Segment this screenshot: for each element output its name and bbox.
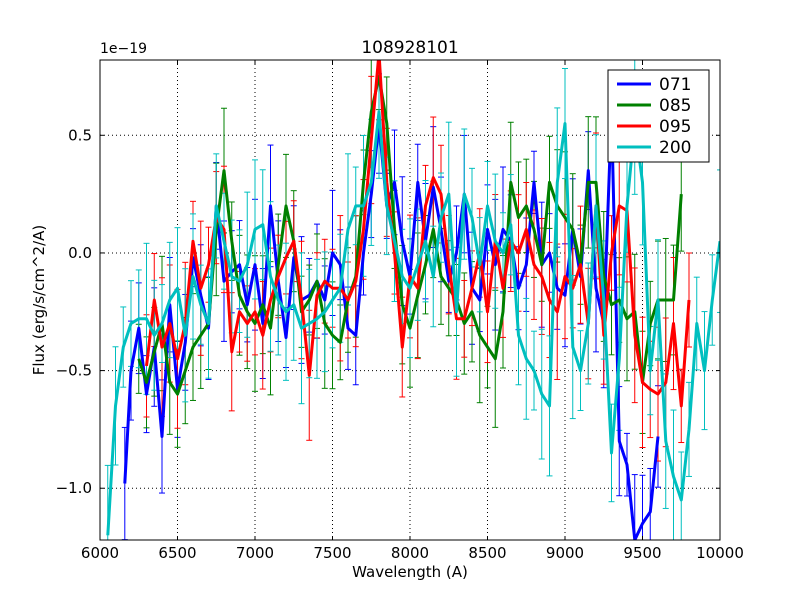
y-axis-label: Flux (erg/s/cm^2/A) bbox=[30, 225, 48, 376]
x-tick-label: 6500 bbox=[158, 544, 196, 562]
legend-label-085: 085 bbox=[659, 96, 691, 116]
series-line-200 bbox=[106, 110, 720, 536]
x-tick-label: 8000 bbox=[391, 544, 429, 562]
x-tick-label: 9000 bbox=[546, 544, 584, 562]
y-tick-label: 0.0 bbox=[68, 244, 92, 262]
series-line-085 bbox=[137, 75, 683, 396]
y-tick-label: 0.5 bbox=[68, 126, 92, 144]
x-tick-label: 9500 bbox=[623, 544, 661, 562]
axis-ticks: 6000 6500 7000 7500 8000 8500 9000 9500 10000 −1.… bbox=[56, 60, 744, 562]
x-tick-label: 8500 bbox=[468, 544, 506, 562]
legend-label-071: 071 bbox=[659, 75, 691, 95]
series-lines bbox=[106, 60, 720, 540]
legend: 071 085 095 200 bbox=[607, 69, 710, 163]
x-tick-label: 7500 bbox=[313, 544, 351, 562]
y-tick-label: −1.0 bbox=[56, 479, 92, 497]
x-tick-label: 10000 bbox=[696, 544, 744, 562]
x-axis-label: Wavelength (A) bbox=[352, 563, 468, 581]
x-tick-label: 6000 bbox=[81, 544, 119, 562]
y-offset-label: 1e−19 bbox=[100, 41, 147, 57]
chart-title: 108928101 bbox=[361, 38, 458, 58]
legend-label-095: 095 bbox=[659, 117, 691, 137]
legend-label-200: 200 bbox=[659, 138, 691, 158]
x-tick-label: 7000 bbox=[236, 544, 274, 562]
y-tick-label: −0.5 bbox=[56, 362, 92, 380]
